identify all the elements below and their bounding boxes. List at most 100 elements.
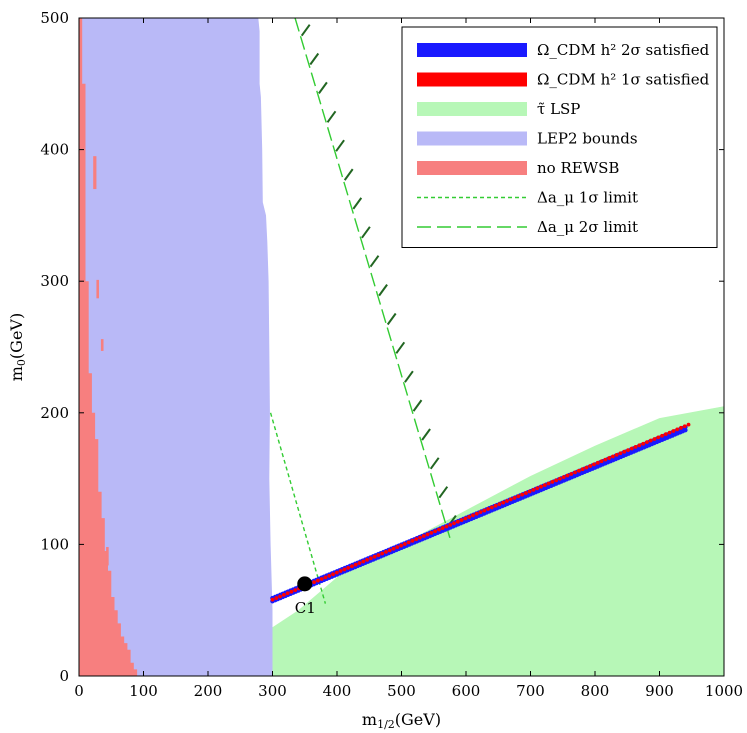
omega-1sigma-point — [516, 494, 521, 499]
omega-1sigma-point — [614, 452, 619, 457]
omega-1sigma-point — [607, 456, 612, 460]
omega-1sigma-point — [610, 454, 615, 459]
omega-1sigma-point — [592, 462, 596, 467]
y-tick-label: 0 — [59, 667, 69, 685]
x-tick-label: 500 — [387, 682, 416, 700]
omega-1sigma-point — [437, 527, 441, 532]
amu-2sigma-hatch-mark — [326, 110, 337, 123]
amu-2sigma-hatch-mark — [404, 370, 414, 383]
legend-swatch — [417, 131, 527, 146]
omega-1sigma-point — [346, 565, 351, 570]
amu-2sigma-hatch-mark — [309, 52, 320, 66]
omega-1sigma-point — [452, 521, 456, 526]
y-tick-label: 500 — [40, 9, 69, 27]
omega-1sigma-point — [459, 518, 464, 523]
stau-lsp-region — [272, 406, 724, 676]
x-tick-label: 1000 — [705, 682, 743, 700]
omega-1sigma-point — [444, 524, 449, 529]
amu-2sigma-hatch-mark — [429, 457, 440, 470]
x-tick-label: 0 — [74, 682, 84, 700]
amu-2sigma-hatch-mark — [369, 255, 380, 268]
omega-1sigma-point — [569, 472, 574, 476]
omega-1sigma-point — [671, 429, 676, 433]
amu-2sigma-hatch-mark — [343, 168, 354, 181]
no-rewsb-region — [79, 18, 138, 676]
omega-1sigma-point — [618, 451, 623, 456]
omega-1sigma-point — [289, 589, 294, 594]
omega-1sigma-point — [399, 543, 403, 548]
legend-label: Δa_μ 2σ limit — [537, 218, 638, 236]
omega-1sigma-point — [561, 475, 566, 480]
legend-label: τ̃ LSP — [537, 100, 580, 118]
x-axis-label: m1/2(GeV) — [362, 710, 441, 731]
omega-1sigma-point — [652, 437, 657, 441]
omega-1sigma-point — [565, 473, 570, 478]
legend-swatch — [417, 72, 527, 87]
omega-1sigma-point — [402, 542, 407, 546]
lep2-bounds-region — [79, 18, 273, 676]
regions-layer — [79, 18, 724, 676]
omega-1sigma-point — [679, 425, 683, 430]
amu-2sigma-hatch-mark — [318, 81, 328, 94]
omega-1sigma-point — [474, 511, 479, 516]
omega-1sigma-point — [278, 594, 282, 599]
amu-1sigma-limit-line — [269, 412, 327, 604]
omega-1sigma-point — [471, 513, 475, 518]
omega-1sigma-point — [421, 534, 426, 538]
omega-1sigma-point — [418, 535, 422, 540]
omega-1sigma-point — [391, 546, 396, 551]
legend-swatch — [417, 102, 527, 116]
omega-1sigma-point — [505, 499, 509, 503]
no-rewsb-island — [96, 279, 99, 299]
omega-1sigma-point — [315, 578, 320, 583]
omega-1sigma-point — [527, 489, 532, 494]
omega-1sigma-point — [489, 505, 494, 510]
omega-1sigma-point — [440, 526, 445, 530]
amu-2sigma-hatch-mark — [438, 486, 449, 499]
omega-1sigma-point — [588, 464, 593, 468]
omega-1sigma-point — [558, 476, 562, 481]
omega-1sigma-point — [478, 510, 483, 515]
no-rewsb-island — [106, 547, 109, 566]
omega-1sigma-point — [622, 449, 627, 454]
omega-1sigma-point — [342, 567, 347, 572]
axes: 0 100 200 300 400 500 600 700 800 900 1000 0 100 200 3… — [40, 9, 743, 700]
omega-1sigma-point — [656, 435, 661, 440]
omega-1sigma-point — [633, 445, 638, 449]
legend-swatch — [417, 43, 527, 57]
omega-1sigma-point — [353, 562, 358, 567]
x-tick-label: 800 — [581, 682, 610, 700]
omega-1sigma-point — [501, 500, 506, 505]
amu-2sigma-hatch-mark — [395, 341, 406, 354]
omega-1sigma-point — [327, 573, 332, 578]
omega-1sigma-point — [380, 551, 385, 556]
omega-1sigma-point — [281, 592, 286, 597]
y-tick-label: 100 — [40, 535, 69, 553]
omega-1sigma-point — [675, 427, 680, 432]
omega-1sigma-point — [368, 556, 373, 561]
omega-1sigma-point — [357, 561, 362, 565]
omega-1sigma-point — [584, 465, 589, 470]
omega-1sigma-point — [542, 483, 547, 488]
omega-1sigma-point — [323, 575, 328, 580]
omega-1sigma-point — [682, 424, 687, 429]
omega-1sigma-point — [395, 545, 400, 550]
annotations: C1 — [295, 576, 316, 617]
omega-1sigma-point — [535, 486, 540, 491]
benchmark-point-marker — [297, 576, 313, 592]
omega-1sigma-point — [293, 588, 298, 593]
omega-1sigma-point — [599, 459, 604, 464]
omega-1sigma-point — [429, 530, 434, 535]
benchmark-point-label: C1 — [295, 599, 316, 617]
omega-1sigma-point — [384, 550, 388, 554]
omega-1sigma-point — [376, 553, 381, 558]
omega-1sigma-point — [554, 478, 559, 483]
omega-1sigma-point — [497, 502, 502, 507]
x-tick-label: 100 — [129, 682, 158, 700]
omega-1sigma-point — [425, 532, 430, 537]
x-tick-label: 200 — [194, 682, 223, 700]
no-rewsb-island — [93, 156, 97, 190]
omega-1sigma-point — [410, 538, 415, 543]
omega-1sigma-point — [663, 432, 668, 437]
omega-1sigma-point — [531, 487, 536, 492]
